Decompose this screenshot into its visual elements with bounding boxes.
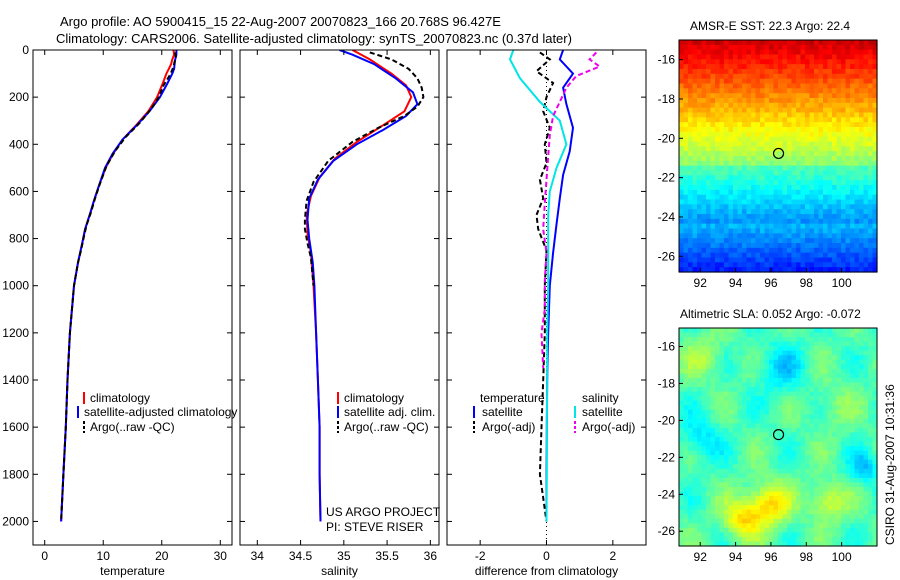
pi-label: PI: STEVE RISER	[326, 520, 424, 534]
x-tick-label: 0	[543, 549, 550, 563]
temperature-panel: 0 10 20 30 0 200 400 600 800 1000 1200 1400 1600 1800…	[2, 43, 233, 578]
y-tick-label: -22	[658, 450, 676, 464]
legend-label-argo: Argo(..raw -QC)	[344, 420, 429, 434]
heatmap-cells	[679, 328, 878, 547]
legend-label-temp-satellite: satellite	[482, 405, 523, 419]
figure-title-line1: Argo profile: AO 5900415_15 22-Aug-2007 …	[60, 14, 501, 29]
y-tick-label: 1600	[2, 420, 29, 434]
legend-label-sal-satellite: satellite	[582, 405, 623, 419]
x-tick-label: 30	[214, 549, 228, 563]
legend-label-climatology: climatology	[344, 391, 404, 405]
project-label: US ARGO PROJECT	[326, 505, 441, 519]
heatmap-cells	[679, 40, 878, 273]
figure-title-line2: Climatology: CARS2006. Satellite-adjuste…	[56, 31, 572, 46]
y-tick-label: 600	[9, 184, 29, 198]
x-tick-label: 0	[41, 549, 48, 563]
x-tick-label: 94	[729, 550, 743, 564]
y-tick-label: -22	[658, 171, 676, 185]
salinity-panel: 34 34.5 35 35.5 36 salinity	[239, 49, 440, 578]
map-frame	[678, 327, 878, 547]
x-tick-label: 35	[337, 549, 351, 563]
y-tick-label: 1400	[2, 373, 29, 387]
series-line-0	[60, 50, 176, 522]
series-line-3	[540, 51, 602, 369]
x-axis-label: salinity	[321, 564, 358, 578]
x-tick-label: 20	[155, 549, 169, 563]
x-tick-label: 10	[97, 549, 111, 563]
legend-group-salinity: salinity	[582, 391, 619, 405]
y-tick-label: -26	[658, 249, 676, 263]
legend-group-temperature: temperature	[480, 391, 545, 405]
series-line-1	[534, 51, 555, 522]
argo-location-marker	[772, 428, 785, 441]
x-tick-label: 100	[832, 550, 852, 564]
salinity-legend: climatology satellite adj. clim. Argo(..…	[337, 391, 435, 434]
x-tick-label: 96	[764, 550, 778, 564]
y-tick-label: 1800	[2, 467, 29, 481]
y-tick-label: -24	[658, 487, 676, 501]
legend-label-sal-argo: Argo(-adj)	[582, 420, 635, 434]
argo-location-marker	[772, 147, 785, 160]
sst-map: 92 94 96 98 100 -16 -18 -20 -22 -24 -26	[658, 39, 878, 290]
x-tick-label: 96	[764, 276, 778, 290]
y-tick-label: -24	[658, 210, 676, 224]
x-tick-label: 92	[694, 276, 708, 290]
y-tick-label: 400	[9, 137, 29, 151]
y-tick-label: 1000	[2, 279, 29, 293]
y-tick-label: 800	[9, 232, 29, 246]
legend-label-temp-argo: Argo(-adj)	[482, 420, 535, 434]
x-axis-label: difference from climatology	[475, 564, 618, 578]
plot-frame	[239, 49, 440, 546]
x-tick-label: 100	[832, 276, 852, 290]
y-tick-label: -18	[658, 92, 676, 106]
x-tick-label: 92	[694, 550, 708, 564]
x-tick-label: 98	[800, 276, 814, 290]
y-tick-label: -16	[658, 339, 676, 353]
x-tick-label: 94	[729, 276, 743, 290]
sla-map: 92 94 96 98 100 -16 -18 -20 -22 -24 -26	[658, 327, 878, 564]
series-line-2	[508, 50, 568, 522]
y-tick-label: 1200	[2, 326, 29, 340]
y-tick-label: 2000	[2, 514, 29, 528]
x-axis-label: temperature	[100, 564, 165, 578]
legend-label-satellite-adj: satellite adj. clim.	[344, 405, 435, 419]
x-tick-label: 98	[800, 550, 814, 564]
y-tick-label: 0	[22, 43, 29, 57]
x-tick-label: 36	[424, 549, 438, 563]
series-line-2	[60, 52, 177, 522]
side-timestamp-label: CSIRO 31-Aug-2007 10:31:36	[883, 384, 897, 545]
x-tick-label: -2	[475, 549, 486, 563]
y-tick-label: -16	[658, 53, 676, 67]
y-tick-label: -26	[658, 524, 676, 538]
y-tick-label: -20	[658, 413, 676, 427]
map-frame	[678, 39, 878, 273]
y-tick-label: -20	[658, 131, 676, 145]
x-tick-label: 34	[251, 549, 265, 563]
x-tick-label: 35.5	[375, 549, 399, 563]
x-tick-label: 2	[609, 549, 616, 563]
series-line-2	[303, 51, 425, 286]
difference-legend: temperature satellite Argo(-adj) salinit…	[473, 391, 635, 434]
y-tick-label: -18	[658, 376, 676, 390]
legend-label-climatology: climatology	[90, 391, 150, 405]
y-tick-label: 200	[9, 90, 29, 104]
series-line-1	[306, 50, 419, 522]
legend-label-satellite-adjusted: satellite-adjusted climatology	[84, 405, 237, 419]
sst-map-title: AMSR-E SST: 22.3 Argo: 22.4	[690, 19, 850, 33]
sla-map-title: Altimetric SLA: 0.052 Argo: -0.072	[680, 307, 861, 321]
series-line-1	[60, 50, 178, 522]
legend-label-argo: Argo(..raw -QC)	[90, 420, 175, 434]
x-tick-label: 34.5	[289, 549, 313, 563]
temperature-legend: climatology satellite-adjusted climatolo…	[77, 391, 237, 434]
plot-frame	[32, 49, 233, 546]
